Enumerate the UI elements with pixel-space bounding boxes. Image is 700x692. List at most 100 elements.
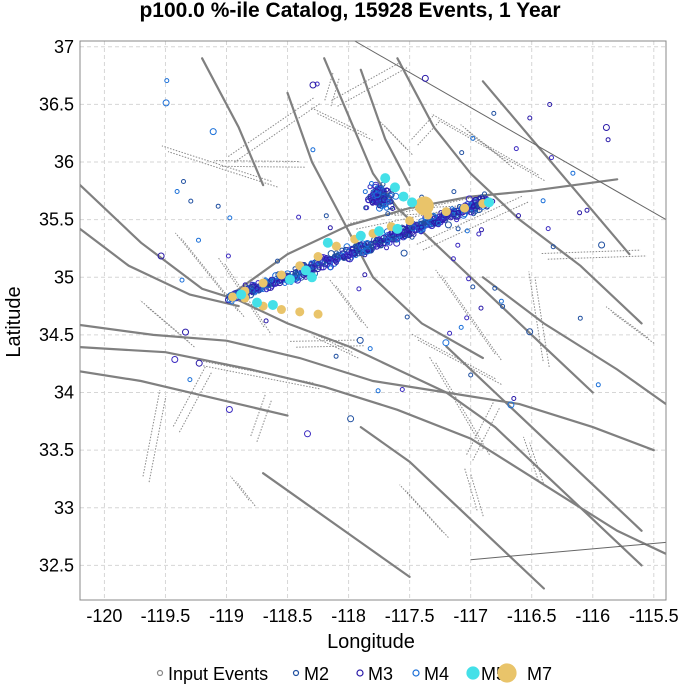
- background-event-marker: [431, 219, 436, 225]
- fault-zone: [330, 77, 340, 107]
- background-event-marker: [384, 187, 390, 193]
- background-event-marker: [363, 240, 371, 247]
- background-event-marker: [327, 250, 335, 258]
- background-event-marker: [389, 235, 395, 241]
- background-event-marker: [227, 215, 233, 221]
- fault-zone: [219, 165, 305, 168]
- background-event-marker: [431, 219, 439, 227]
- m5-event-marker: [284, 274, 295, 285]
- background-event-marker: [450, 256, 456, 262]
- background-event-marker: [384, 245, 389, 251]
- background-event-marker: [254, 287, 260, 293]
- background-event-marker: [577, 210, 583, 216]
- fault-zone: [256, 399, 273, 442]
- y-tick-label: 33: [54, 498, 74, 518]
- background-event-marker: [602, 124, 610, 131]
- background-event-marker: [187, 377, 193, 383]
- background-event-marker: [362, 189, 368, 195]
- fault-zone: [437, 119, 545, 182]
- background-event-marker: [385, 240, 391, 246]
- background-event-marker: [468, 372, 474, 378]
- background-event-marker: [478, 305, 484, 311]
- background-event-marker: [466, 276, 472, 282]
- background-event-marker: [376, 186, 382, 192]
- background-event-marker: [339, 250, 347, 258]
- background-event-marker: [248, 285, 254, 291]
- fault-zone: [167, 151, 278, 188]
- legend-marker: [292, 669, 300, 677]
- background-event-marker: [570, 170, 576, 176]
- background-event-marker: [387, 191, 395, 199]
- fault-zone: [384, 125, 413, 155]
- x-tick-label: -116: [575, 606, 610, 626]
- fault-zone: [250, 393, 267, 437]
- background-event-marker: [335, 256, 341, 262]
- background-event-marker: [268, 276, 276, 284]
- fault-zone: [472, 406, 501, 461]
- background-event-marker: [482, 191, 487, 197]
- background-event-marker: [408, 225, 414, 231]
- background-event-marker: [385, 237, 391, 243]
- m5-event-marker: [355, 230, 366, 241]
- fault-zone: [148, 396, 167, 483]
- fault-trace: [201, 57, 265, 187]
- background-event-marker: [188, 198, 194, 204]
- y-tick-label: 32.5: [39, 555, 74, 575]
- fault-zone: [534, 277, 550, 367]
- background-event-marker: [456, 209, 462, 215]
- fault-zone: [328, 279, 362, 323]
- fault-zone: [230, 475, 250, 501]
- m7-mainshock-marker: [414, 196, 434, 216]
- background-event-marker: [171, 356, 179, 363]
- background-event-marker: [477, 195, 483, 201]
- region-boundary: [354, 41, 666, 221]
- background-event-marker: [352, 249, 358, 254]
- m5-event-marker: [322, 237, 333, 248]
- background-event-marker: [377, 202, 383, 208]
- region-boundary: [470, 541, 666, 561]
- fault-zone: [416, 195, 523, 245]
- background-event-marker: [577, 315, 583, 321]
- fault-zone: [528, 271, 544, 362]
- m7-event-marker: [276, 270, 286, 280]
- fault-zone: [541, 249, 641, 254]
- background-event-marker: [388, 198, 394, 204]
- x-tick-label: -115.5: [629, 606, 679, 626]
- m7-event-marker: [276, 305, 286, 315]
- background-event-marker: [464, 228, 470, 234]
- background-event-marker: [455, 226, 461, 232]
- background-event-marker: [451, 189, 457, 195]
- fault-zone: [310, 106, 367, 136]
- background-event-marker: [367, 246, 375, 254]
- legend-label: Input Events: [168, 664, 268, 684]
- background-event-marker: [310, 147, 316, 153]
- legend-item: Input Events: [156, 664, 268, 684]
- background-event-marker: [595, 382, 601, 388]
- x-tick-label: -119.5: [141, 606, 191, 626]
- fault-zone: [227, 97, 314, 157]
- background-event-marker: [314, 81, 320, 87]
- y-tick-label: 35.5: [39, 210, 74, 230]
- legend-label: M4: [424, 664, 449, 684]
- fault-zone: [547, 255, 647, 260]
- fault-zone: [161, 145, 272, 182]
- background-event-marker: [444, 221, 452, 229]
- fault-zone: [460, 124, 509, 164]
- fault-zone: [422, 201, 529, 251]
- background-event-marker: [386, 199, 391, 204]
- background-event-marker: [327, 257, 332, 263]
- fault-zone: [201, 365, 320, 390]
- x-tick-label: -119: [209, 606, 244, 626]
- fault-trace: [80, 346, 666, 556]
- m5-event-marker: [306, 272, 317, 283]
- background-event-marker: [342, 246, 348, 252]
- background-event-marker: [479, 227, 484, 233]
- legend: Input Events M2 M3 M4 M5 M7: [156, 663, 552, 684]
- x-tick-label: -117.5: [385, 606, 435, 626]
- background-event-marker: [322, 255, 327, 261]
- y-tick-label: 34: [54, 383, 74, 403]
- m7-event-marker: [228, 292, 238, 302]
- fault-trace: [359, 68, 411, 187]
- plot-area: [79, 40, 667, 601]
